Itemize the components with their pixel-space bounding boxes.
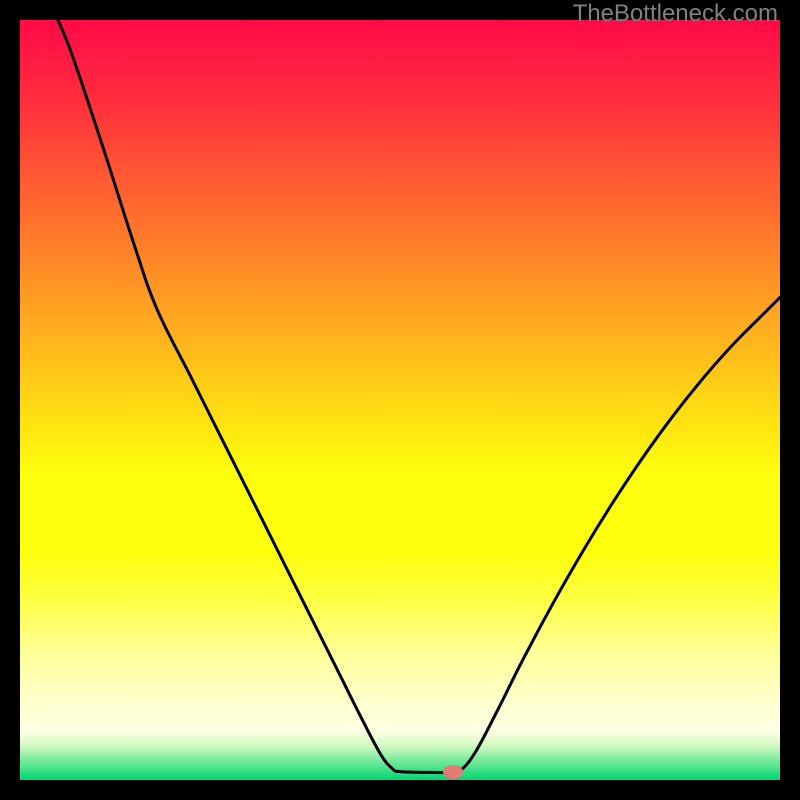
curve-layer: [20, 20, 780, 780]
watermark-text: TheBottleneck.com: [573, 0, 778, 28]
chart-container: TheBottleneck.com: [0, 0, 800, 800]
plot-area: [20, 20, 780, 780]
bottleneck-curve: [58, 20, 780, 773]
